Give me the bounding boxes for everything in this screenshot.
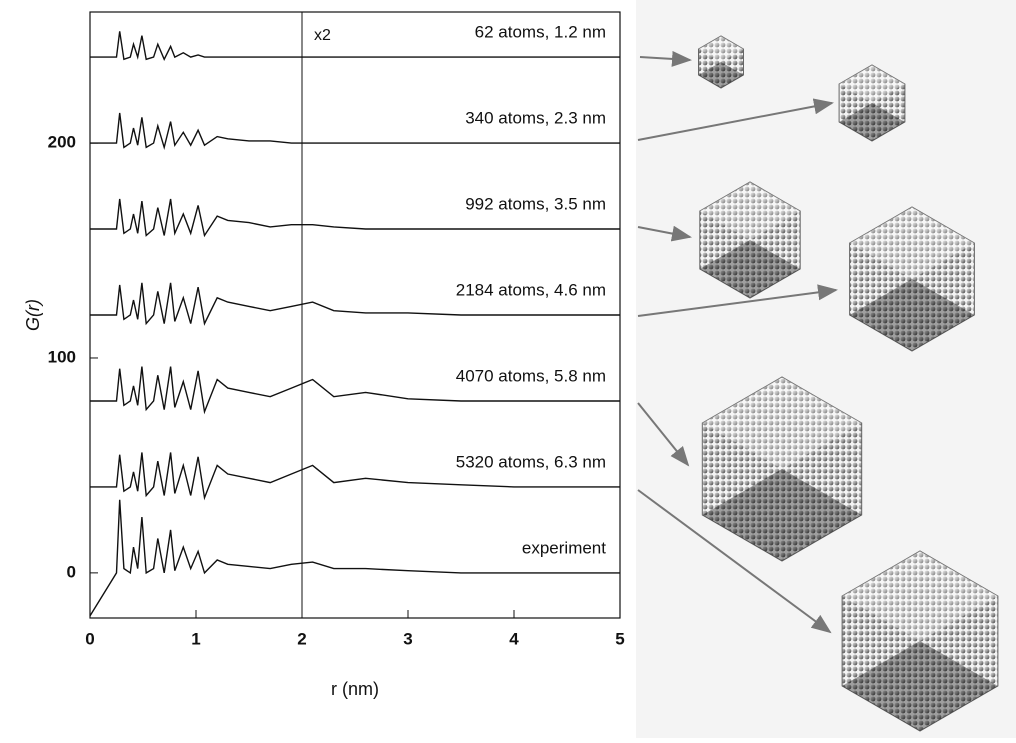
- x-tick-label: 3: [403, 629, 412, 648]
- series-label: 2184 atoms, 4.6 nm: [456, 280, 606, 299]
- series-label: 992 atoms, 3.5 nm: [465, 195, 606, 214]
- y-tick-label: 200: [48, 133, 76, 152]
- series-label: 340 atoms, 2.3 nm: [465, 109, 606, 128]
- y-tick-label: 0: [67, 562, 76, 581]
- y-axis-label: G(r): [23, 299, 43, 331]
- series-label: 5320 atoms, 6.3 nm: [456, 452, 606, 471]
- series-label: experiment: [522, 538, 606, 557]
- x-tick-label: 0: [85, 629, 94, 648]
- series-line: [90, 500, 620, 616]
- x-tick-label: 5: [615, 629, 624, 648]
- x-tick-label: 2: [297, 629, 306, 648]
- y-tick-label: 100: [48, 347, 76, 366]
- plot: G(r) r (nm) 0 1 2 3 4 5 0 100 200 x2 62 atoms, 1.2…: [23, 12, 625, 699]
- x-tick-label: 4: [509, 629, 519, 648]
- series-label: 4070 atoms, 5.8 nm: [456, 366, 606, 385]
- x-tick-label: 1: [191, 629, 200, 648]
- figure: G(r) r (nm) 0 1 2 3 4 5 0 100 200 x2 62 atoms, 1.2…: [0, 0, 1016, 738]
- annotation: x2: [314, 27, 331, 44]
- series-label: 62 atoms, 1.2 nm: [475, 23, 606, 42]
- x-axis-label: r (nm): [331, 679, 379, 699]
